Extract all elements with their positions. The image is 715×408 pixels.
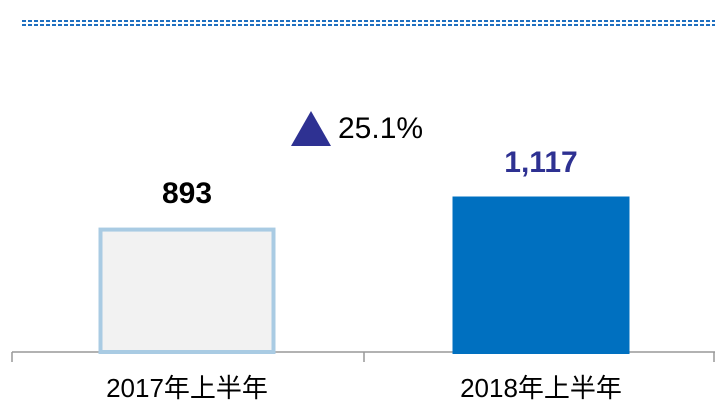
up-triangle: [291, 111, 331, 146]
x-tick-label: 2018年上半年: [460, 373, 622, 403]
bar: [98, 227, 276, 354]
bar: [452, 196, 630, 354]
x-tick-label: 2017年上半年: [106, 373, 268, 403]
value-label: 893: [162, 177, 212, 210]
growth-annotation: 25.1%: [338, 112, 423, 145]
value-label: 1,117: [504, 146, 577, 179]
